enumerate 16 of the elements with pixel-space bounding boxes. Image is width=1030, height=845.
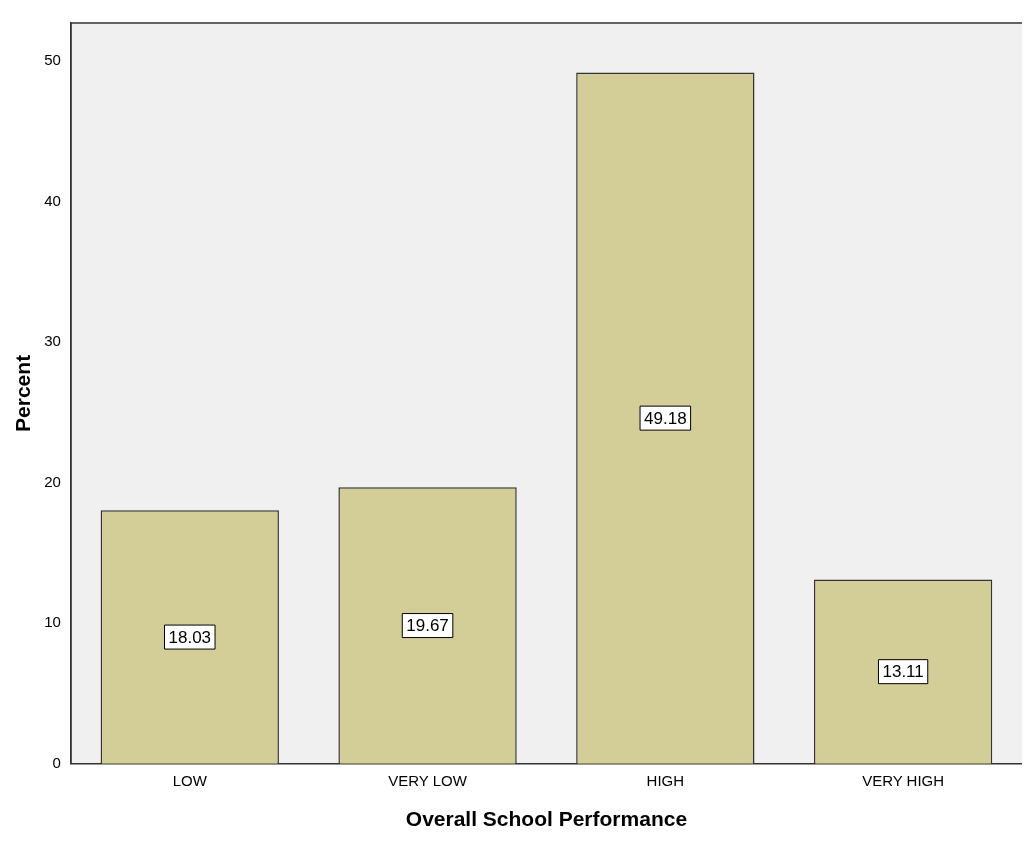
y-tick-label: 50 (44, 51, 61, 69)
y-axis-title: Percent (11, 354, 35, 432)
y-tick-label: 10 (44, 613, 61, 631)
x-tick-label: VERY HIGH (862, 771, 945, 789)
data-label: 49.18 (644, 408, 687, 428)
y-tick-label: 20 (44, 472, 61, 490)
x-tick-label: VERY LOW (388, 771, 468, 789)
y-tick-label: 30 (44, 332, 61, 350)
x-tick-label: LOW (172, 771, 208, 789)
data-label: 19.67 (406, 616, 449, 636)
x-axis-title: Overall School Performance (405, 807, 688, 831)
data-label: 18.03 (168, 627, 212, 647)
data-label: 13.11 (882, 662, 924, 682)
y-tick-label: 40 (44, 191, 61, 209)
x-tick-label: HIGH (646, 771, 685, 789)
y-tick-label: 0 (52, 753, 61, 771)
